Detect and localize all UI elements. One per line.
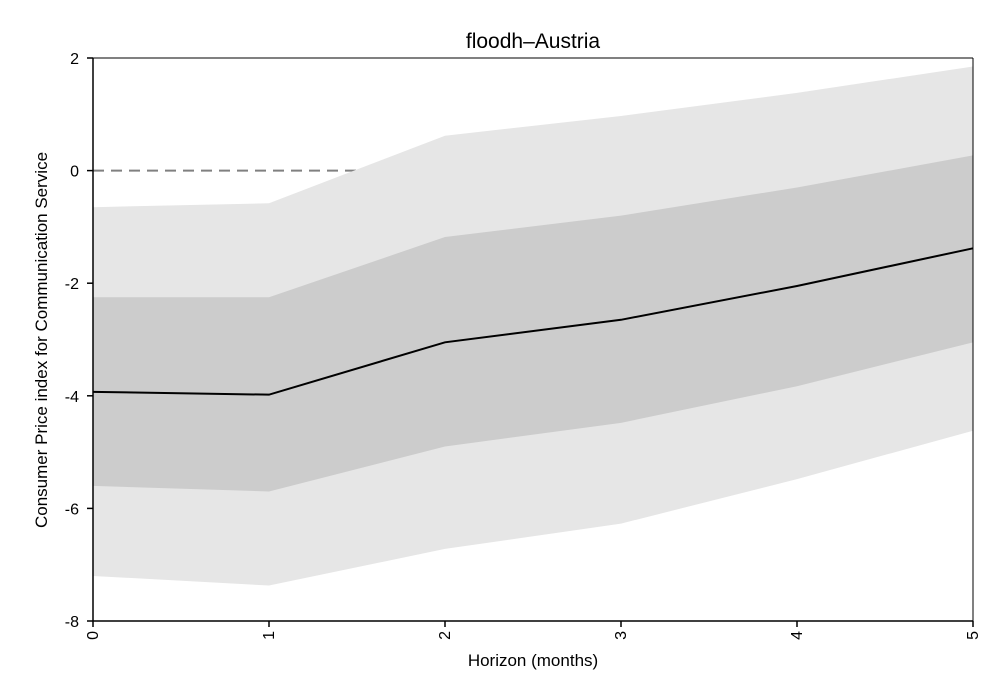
axes-layer [92,57,974,622]
x-axis-title: Horizon (months) [468,651,598,670]
x-tick-label: 1 [261,631,278,640]
x-tick-label: 4 [789,631,806,640]
y-tick-label: -4 [65,389,79,406]
y-tick-label: 0 [70,164,79,181]
y-tick-label: -8 [65,614,79,631]
x-tick-label: 0 [85,631,102,640]
y-ticks: -8 -6 -4 -2 0 2 [65,51,93,631]
series-line-1 [92,247,974,396]
y-tick-label: 2 [70,51,79,68]
y-tick-label: -2 [65,276,79,293]
x-ticks: 0 1 2 3 4 5 [85,621,982,640]
y-tick-label: -6 [65,501,79,518]
confidence-bands [93,66,973,586]
confidence-band-2 [93,155,973,492]
x-tick-label: 2 [437,631,454,640]
chart-title: floodh–Austria [466,30,601,53]
y-axis-title: Consumer Price index for Communication S… [32,152,51,528]
x-tick-label: 5 [965,631,982,640]
x-tick-label: 3 [613,631,630,640]
